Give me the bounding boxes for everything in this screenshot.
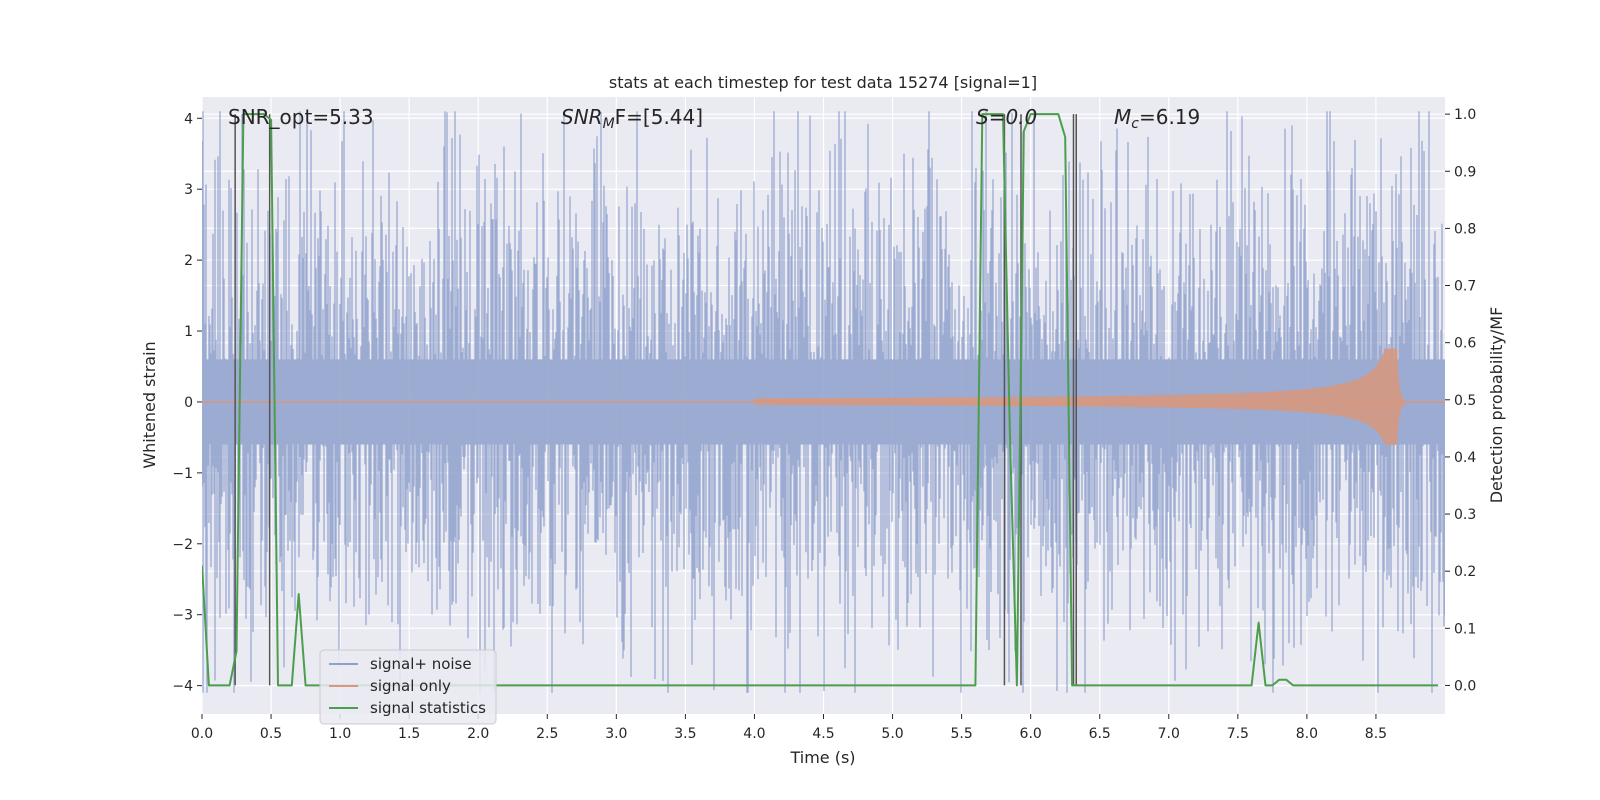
x-tick-label: 1.0 bbox=[329, 726, 351, 742]
legend-box bbox=[319, 649, 497, 725]
legend-label-noise: signal+ noise bbox=[370, 655, 472, 673]
signal-envelope bbox=[754, 348, 1406, 445]
stats-series bbox=[202, 113, 1439, 687]
x-tick-label: 5.5 bbox=[950, 726, 972, 742]
x-tick-label: 6.0 bbox=[1020, 726, 1042, 742]
noise-series bbox=[202, 111, 1445, 693]
y-tick-label-right: 1.0 bbox=[1454, 107, 1476, 123]
signal-series bbox=[202, 348, 1445, 445]
x-tick-label: 1.5 bbox=[398, 726, 420, 742]
y-tick-label-left: −3 bbox=[172, 608, 193, 624]
y-tick-label-left: −4 bbox=[172, 679, 193, 695]
y-tick-label-right: 0.8 bbox=[1454, 221, 1476, 237]
legend-label-signal: signal only bbox=[370, 677, 451, 695]
snr-mf-main: SNR bbox=[561, 105, 603, 129]
y-axis-label-right: Detection probability/MF bbox=[1487, 307, 1506, 504]
y-tick-label-right: 0.2 bbox=[1454, 564, 1476, 580]
y-tick-label-right: 0.9 bbox=[1454, 164, 1476, 180]
x-tick-label: 0.0 bbox=[191, 726, 213, 742]
noise-trace bbox=[202, 111, 1445, 693]
y-tick-label-right: 0.7 bbox=[1454, 279, 1476, 295]
y-axis-label-left: Whitened strain bbox=[140, 341, 159, 468]
snr-mf-sub: M bbox=[603, 116, 615, 132]
x-axis-label: Time (s) bbox=[789, 748, 855, 767]
x-tick-label: 0.5 bbox=[260, 726, 282, 742]
x-tick-label: 7.0 bbox=[1158, 726, 1180, 742]
stats-line bbox=[202, 113, 1439, 687]
x-tick-label: 2.0 bbox=[467, 726, 489, 742]
y-tick-label-left: −2 bbox=[172, 537, 193, 553]
x-tick-label: 7.5 bbox=[1227, 726, 1249, 742]
mc-main: M bbox=[1114, 105, 1131, 129]
x-tick-label: 8.5 bbox=[1365, 726, 1387, 742]
y-tick-label-right: 0.6 bbox=[1454, 336, 1476, 352]
x-tick-label: 4.0 bbox=[743, 726, 765, 742]
x-tick-label: 4.5 bbox=[812, 726, 834, 742]
mc-rest: =6.19 bbox=[1139, 105, 1200, 129]
y-tick-label-right: 0.3 bbox=[1454, 507, 1476, 523]
y-tick-label-right: 0.0 bbox=[1454, 678, 1476, 694]
x-tick-label: 6.5 bbox=[1089, 726, 1111, 742]
x-tick-label: 5.0 bbox=[881, 726, 903, 742]
annotation-snr-opt: SNR_opt=5.33 bbox=[228, 105, 374, 129]
x-tick-label: 2.5 bbox=[536, 726, 558, 742]
legend-label-stats: signal statistics bbox=[370, 699, 486, 717]
y-tick-label-right: 0.1 bbox=[1454, 621, 1476, 637]
chart-title: stats at each timestep for test data 152… bbox=[609, 73, 1037, 92]
y-tick-label-left: 1 bbox=[184, 324, 193, 340]
x-tick-label: 8.0 bbox=[1296, 726, 1318, 742]
y-tick-label-left: 0 bbox=[184, 395, 193, 411]
y-tick-label-right: 0.5 bbox=[1454, 393, 1476, 409]
annotation-snr-mf: SNRMF=[5.44] bbox=[561, 105, 703, 132]
y-tick-label-right: 0.4 bbox=[1454, 450, 1476, 466]
y-tick-label-left: 3 bbox=[184, 182, 193, 198]
x-tick-label: 3.0 bbox=[605, 726, 627, 742]
legend: signal+ noise signal only signal statist… bbox=[319, 649, 497, 725]
tick-labels: 0.0 0.5 1.0 1.5 2.0 2.5 3.0 3.5 4.0 4.5 5.0 5.5 6.0 6… bbox=[172, 107, 1476, 742]
snr-mf-rest: F=[5.44] bbox=[615, 105, 703, 129]
mc-sub: c bbox=[1131, 116, 1139, 132]
annotation-s: S=0.0 bbox=[976, 105, 1037, 129]
y-tick-label-left: 2 bbox=[184, 253, 193, 269]
y-tick-label-left: −1 bbox=[172, 466, 193, 482]
x-tick-label: 3.5 bbox=[674, 726, 696, 742]
y-tick-label-left: 4 bbox=[184, 111, 193, 127]
annotation-mc: Mc=6.19 bbox=[1114, 105, 1200, 132]
